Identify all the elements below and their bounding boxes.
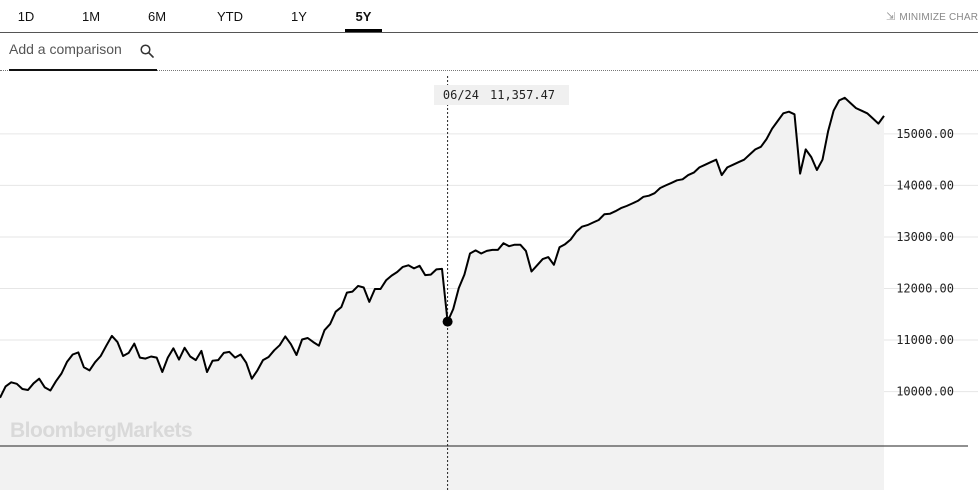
price-area — [0, 97, 884, 491]
tab-1m[interactable]: 1M — [81, 9, 101, 24]
comparison-bar — [0, 32, 978, 71]
minimize-chart-button[interactable]: ⇲ MINIMIZE CHART — [886, 0, 978, 31]
tooltip-background — [434, 85, 569, 105]
y-tick-label: 15000.00 — [896, 127, 954, 141]
comparison-input[interactable] — [9, 41, 134, 57]
y-tick-label: 14000.00 — [896, 178, 954, 192]
price-line — [0, 96, 885, 399]
minimize-chart-label: MINIMIZE CHART — [899, 12, 978, 23]
minimize-icon: ⇲ — [886, 11, 896, 23]
tab-1d[interactable]: 1D — [17, 9, 35, 24]
y-tick-label: 12000.00 — [896, 282, 954, 296]
tab-6m[interactable]: 6M — [147, 9, 167, 24]
y-tick-label: 10000.00 — [896, 385, 954, 399]
tab-5y[interactable]: 5Y — [345, 0, 382, 32]
search-icon[interactable] — [140, 44, 154, 58]
bloomberg-watermark: BloombergMarkets — [10, 419, 192, 442]
y-tick-label: 13000.00 — [896, 230, 954, 244]
tab-1y[interactable]: 1Y — [291, 9, 307, 24]
tooltip-date: 06/24 — [443, 88, 479, 102]
y-axis-labels: 10000.00 11000.00 12000.00 13000.00 14000.00… — [896, 127, 954, 399]
price-chart[interactable]: 10000.00 11000.00 12000.00 13000.00 14000.00… — [0, 70, 978, 491]
time-range-tabs: 1D 1M 6M YTD 1Y 5Y ⇲ MINIMIZE CHART — [0, 0, 978, 33]
chart-svg: 10000.00 11000.00 12000.00 13000.00 14000.00… — [0, 76, 978, 491]
hover-tooltip: 06/24 11,357.47 — [434, 85, 569, 105]
hover-point — [442, 316, 453, 327]
tooltip-value: 11,357.47 — [490, 88, 555, 102]
tab-ytd[interactable]: YTD — [217, 9, 243, 24]
y-tick-label: 11000.00 — [896, 333, 954, 347]
comparison-search — [9, 32, 157, 71]
